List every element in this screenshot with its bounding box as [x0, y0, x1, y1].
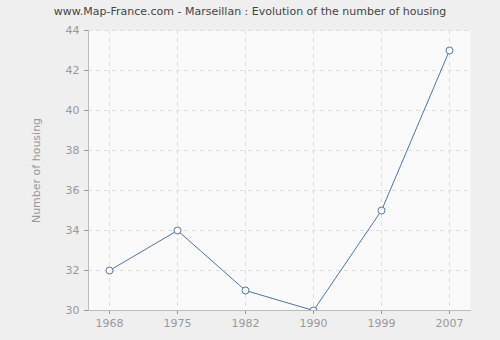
svg-text:2007: 2007 — [436, 317, 464, 330]
svg-text:32: 32 — [66, 264, 80, 277]
svg-text:34: 34 — [66, 224, 80, 237]
svg-text:Number of housing: Number of housing — [30, 118, 43, 223]
svg-text:42: 42 — [66, 64, 80, 77]
svg-text:1990: 1990 — [300, 317, 328, 330]
svg-text:1968: 1968 — [96, 317, 124, 330]
svg-text:36: 36 — [66, 184, 80, 197]
svg-text:40: 40 — [66, 104, 80, 117]
svg-text:1975: 1975 — [164, 317, 192, 330]
svg-text:38: 38 — [66, 144, 80, 157]
html-text:www.Map-France.com - Marseilla: www.Map-France.com - Marseillan : Evolut… — [53, 5, 447, 18]
svg-text:30: 30 — [66, 304, 80, 317]
svg-text:1982: 1982 — [232, 317, 260, 330]
svg-text:44: 44 — [66, 24, 80, 37]
svg-text:1999: 1999 — [368, 317, 396, 330]
